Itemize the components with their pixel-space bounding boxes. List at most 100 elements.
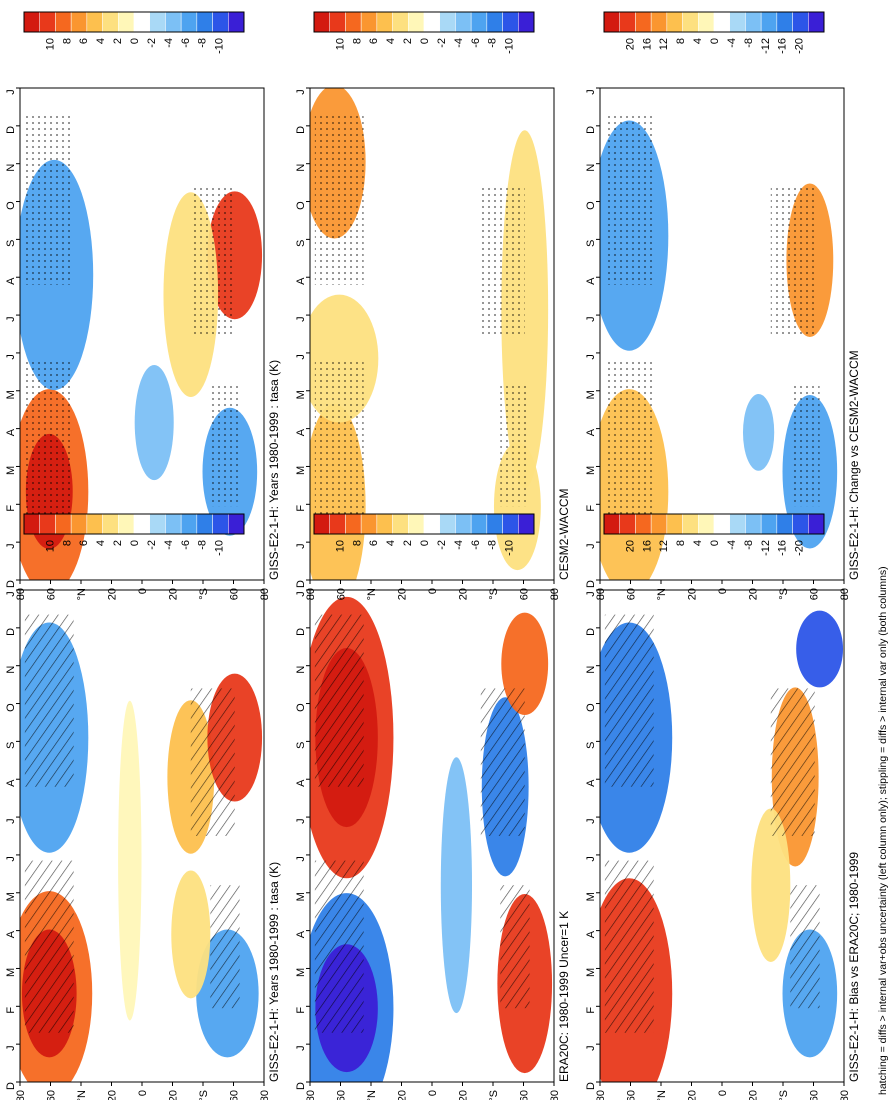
colorbar-swatch <box>118 513 135 535</box>
colorbar-swatch <box>698 513 715 535</box>
x-tick-label: A <box>295 428 307 436</box>
y-tick-label: 20 <box>748 588 760 600</box>
y-tick-label: 80 <box>549 1090 561 1100</box>
colorbar-tick-label: 8 <box>675 540 687 546</box>
x-tick-label: J <box>585 1045 597 1051</box>
x-tick-label: S <box>5 742 17 749</box>
colorbar-tick-label: 20 <box>624 38 636 50</box>
x-tick-label: N <box>585 164 597 172</box>
colorbar-swatch <box>455 11 472 33</box>
colorbar-tick-label: 4 <box>95 38 107 44</box>
colorbar-tick-label: -20 <box>794 38 806 54</box>
colorbar: 20 16 12 8 4 0 -4 -8 -12 -16 -20 <box>603 513 825 556</box>
stippling-region <box>604 358 654 531</box>
colorbar-swatch <box>619 513 636 535</box>
colorbar-tick-label: 0 <box>129 38 141 44</box>
colorbar-tick-label: 8 <box>675 38 687 44</box>
y-tick-label: 20 <box>397 588 409 600</box>
stippling-region <box>480 186 525 334</box>
x-tick-label: A <box>5 277 17 285</box>
y-tick-label: 20 <box>107 588 119 600</box>
colorbar-swatch <box>619 11 636 33</box>
x-tick-label: N <box>585 666 597 674</box>
colorbar-tick-label: 10 <box>44 540 56 552</box>
stippling-region <box>790 383 820 507</box>
colorbar-tick-label: -4 <box>453 540 465 550</box>
x-tick-label: M <box>5 968 17 977</box>
colorbar-tick-label: 12 <box>658 38 670 50</box>
colorbar-swatch <box>650 513 668 535</box>
colorbar-frame <box>313 11 535 33</box>
y-tick-label: °S <box>778 1090 790 1100</box>
colorbar-swatch <box>792 11 809 33</box>
x-tick-label: M <box>585 466 597 475</box>
colorbar-swatch <box>313 513 330 535</box>
colorbar-tick-label: -6 <box>180 38 192 48</box>
colorbar-swatch <box>133 11 150 33</box>
x-tick-label: A <box>295 277 307 285</box>
colorbar-swatch <box>760 11 778 33</box>
x-tick-label: D <box>585 580 597 588</box>
y-tick-label: 60 <box>626 1090 638 1100</box>
stippling-region <box>190 186 235 334</box>
colorbar-tick-label: 0 <box>419 540 431 546</box>
colorbar-swatch <box>39 513 56 535</box>
colorbar-swatch <box>666 513 683 535</box>
y-tick-label: 80 <box>259 1090 271 1100</box>
panel-title: GISS-E2-1-H: Years 1980-1999 : tasa (K) <box>267 360 281 580</box>
field-contour <box>171 870 211 999</box>
x-tick-label: A <box>5 779 17 787</box>
colorbar-swatch <box>760 513 778 535</box>
colorbar-swatch <box>86 11 103 33</box>
colorbar-swatch <box>329 11 346 33</box>
x-tick-label: M <box>295 968 307 977</box>
x-tick-label: O <box>585 703 597 712</box>
x-tick-label: D <box>585 1082 597 1090</box>
x-tick-label: D <box>5 628 17 636</box>
y-tick-label: 20 <box>458 588 470 600</box>
x-tick-label: A <box>295 930 307 938</box>
x-tick-label: O <box>5 703 17 712</box>
y-tick-label: 20 <box>168 588 180 600</box>
colorbar-tick-label: -2 <box>146 540 158 550</box>
x-tick-label: S <box>295 240 307 247</box>
x-tick-label: J <box>585 543 597 549</box>
colorbar-swatch <box>86 513 103 535</box>
colorbar-tick-label: 10 <box>334 38 346 50</box>
x-tick-label: O <box>585 201 597 210</box>
colorbar-swatch <box>180 513 198 535</box>
y-tick-label: 0 <box>717 588 729 594</box>
x-tick-label: M <box>585 390 597 399</box>
panel-title: GISS-E2-1-H: Change vs CESM2-WACCM <box>847 350 861 580</box>
colorbar-tick-label: -8 <box>487 540 499 550</box>
x-tick-label: F <box>295 505 307 512</box>
colorbar-swatch <box>70 513 88 535</box>
colorbar-swatch <box>345 11 362 33</box>
stippling-region <box>24 358 74 531</box>
x-tick-label: J <box>585 354 597 360</box>
x-tick-label: J <box>585 89 597 95</box>
y-tick-label: °N <box>656 588 668 600</box>
colorbar-swatch <box>376 11 393 33</box>
colorbar-tick-label: -10 <box>214 38 226 54</box>
y-tick-label: 60 <box>626 588 638 600</box>
colorbar-swatch <box>729 513 746 535</box>
x-tick-label: M <box>585 968 597 977</box>
x-tick-label: S <box>295 742 307 749</box>
colorbar-swatch <box>486 11 503 33</box>
colorbar-frame <box>23 513 245 535</box>
colorbar-swatch <box>439 513 456 535</box>
colorbar: 10 8 6 4 2 0 -2 -4 -6 -8 -10 <box>23 11 245 54</box>
x-tick-label: J <box>295 818 307 824</box>
x-tick-label: M <box>5 466 17 475</box>
y-tick-label: °S <box>198 588 210 600</box>
x-tick-label: F <box>295 1007 307 1014</box>
colorbar-tick-label: 8 <box>61 38 73 44</box>
colorbar-swatch <box>423 11 440 33</box>
colorbar-tick-label: -4 <box>163 540 175 550</box>
x-tick-label: M <box>5 390 17 399</box>
colorbar-swatch <box>682 513 699 535</box>
hatching-region <box>500 885 530 1009</box>
field-contour <box>751 808 791 962</box>
y-tick-label: 0 <box>137 588 149 594</box>
